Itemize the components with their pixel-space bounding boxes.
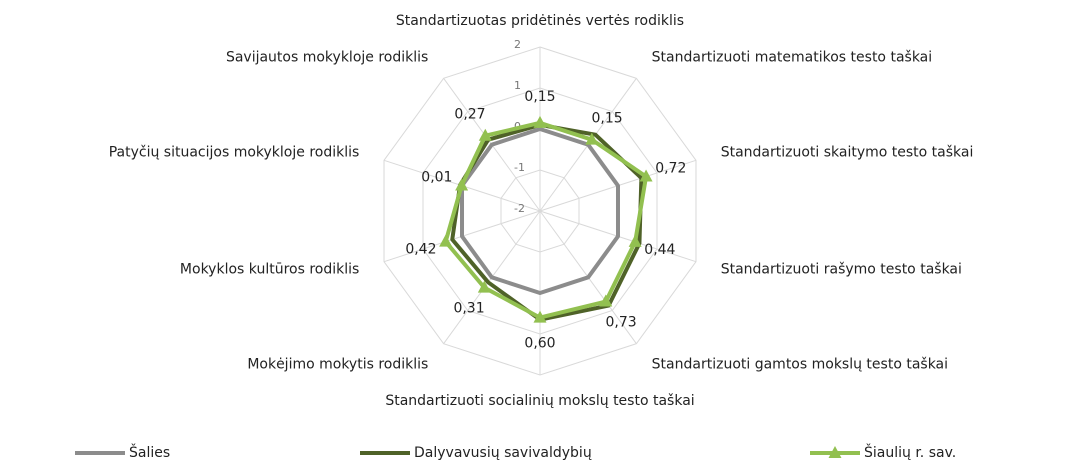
data-label: 0,01 xyxy=(421,169,452,185)
marker xyxy=(533,115,547,128)
category-label: Mokėjimo mokytis rodiklis xyxy=(247,357,428,373)
data-label: 0,27 xyxy=(454,107,485,123)
marker xyxy=(533,310,547,323)
data-label: 0,60 xyxy=(524,336,555,352)
category-label: Savijautos mokykloje rodiklis xyxy=(226,49,428,65)
legend-label: Šiaulių r. sav. xyxy=(864,443,956,461)
r-tick-label: -1 xyxy=(514,161,525,174)
legend-label: Šalies xyxy=(129,443,170,461)
legend-label: Dalyvavusių savivaldybių xyxy=(414,445,592,461)
data-label: 0,42 xyxy=(405,242,436,258)
marker xyxy=(478,128,492,141)
data-label: 0,31 xyxy=(453,301,484,317)
category-label: Standartizuoti socialinių mokslų testo t… xyxy=(385,393,694,409)
category-label: Patyčių situacijos mokykloje rodiklis xyxy=(109,144,360,160)
r-tick-label: 2 xyxy=(514,38,521,51)
marker xyxy=(455,178,469,191)
series-line xyxy=(460,127,620,295)
data-label: 0,44 xyxy=(644,242,675,258)
marker xyxy=(585,132,599,145)
category-label: Standartizuoti rašymo testo taškai xyxy=(721,262,962,278)
r-tick-label: -2 xyxy=(514,202,525,215)
data-label: 0,72 xyxy=(655,161,686,177)
marker xyxy=(439,234,453,247)
category-label: Standartizuoti gamtos mokslų testo taška… xyxy=(652,357,948,373)
category-label: Standartizuotas pridėtinės vertės rodikl… xyxy=(396,13,684,29)
legend-marker xyxy=(828,446,842,458)
category-label: Standartizuoti skaitymo testo taškai xyxy=(721,144,974,160)
marker xyxy=(628,234,642,247)
data-label: 0,15 xyxy=(592,111,623,127)
category-label: Standartizuoti matematikos testo taškai xyxy=(652,49,932,65)
category-label: Mokyklos kultūros rodiklis xyxy=(180,262,359,278)
marker xyxy=(477,280,491,293)
r-tick-label: 1 xyxy=(514,79,521,92)
data-label: 0,15 xyxy=(524,89,555,105)
marker xyxy=(599,294,613,307)
marker xyxy=(639,169,653,182)
data-label: 0,73 xyxy=(605,315,636,331)
